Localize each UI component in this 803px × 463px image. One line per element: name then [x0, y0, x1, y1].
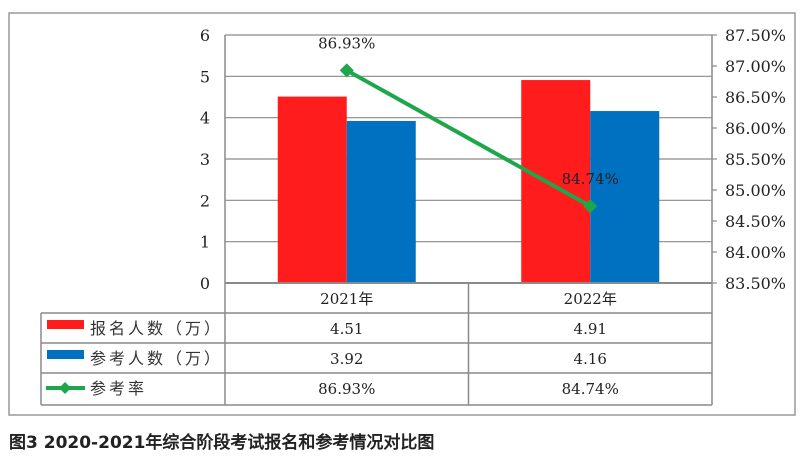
right-axis-tick-label: 84.50%	[725, 212, 786, 231]
category-label: 2021年	[320, 290, 373, 308]
bar-1	[277, 96, 347, 283]
right-axis-tick-label: 85.00%	[725, 181, 786, 200]
left-axis-tick-label: 5	[200, 67, 210, 86]
right-axis-tick-label: 84.00%	[725, 243, 786, 262]
legend-label: 报名人数（万）	[90, 319, 223, 338]
right-axis-tick-label: 85.50%	[725, 150, 786, 169]
right-axis-tick-label: 83.50%	[725, 274, 786, 293]
chart-frame	[8, 12, 796, 416]
legend-diamond-icon	[59, 382, 71, 394]
right-axis-tick-label: 86.00%	[725, 119, 786, 138]
figure-caption: 图3 2020-2021年综合阶段考试报名和参考情况对比图	[9, 433, 435, 453]
left-axis-tick-label: 3	[200, 150, 210, 169]
table-cell: 4.51	[330, 320, 363, 338]
right-axis-tick-label: 87.50%	[725, 26, 786, 45]
bar-1	[521, 80, 591, 283]
table-cell: 84.74%	[562, 380, 619, 398]
legend-swatch-2	[47, 350, 84, 359]
right-axis-tick-label: 86.50%	[725, 88, 786, 107]
legend-swatch-1	[47, 320, 84, 329]
bar-2	[346, 120, 416, 284]
table-cell: 4.16	[574, 350, 607, 368]
category-label: 2022年	[564, 290, 617, 308]
rate-marker-diamond	[583, 199, 598, 214]
left-axis-tick-label: 2	[200, 191, 210, 210]
left-axis-tick-label: 4	[200, 109, 210, 128]
left-axis-tick-label: 1	[200, 233, 210, 252]
legend-label: 参考率	[90, 379, 147, 398]
left-axis-tick-label: 6	[200, 26, 210, 45]
right-axis-tick-label: 87.00%	[725, 57, 786, 76]
table-cell: 3.92	[330, 350, 363, 368]
rate-line	[345, 68, 592, 208]
table-cell: 86.93%	[318, 380, 375, 398]
rate-marker-diamond	[339, 63, 354, 78]
rate-data-label: 86.93%	[318, 34, 375, 52]
left-axis-tick-label: 0	[200, 274, 210, 293]
bar-2	[590, 111, 660, 283]
legend-label: 参考人数（万）	[90, 349, 223, 368]
rate-data-label: 84.74%	[562, 170, 619, 188]
table-cell: 4.91	[574, 320, 607, 338]
